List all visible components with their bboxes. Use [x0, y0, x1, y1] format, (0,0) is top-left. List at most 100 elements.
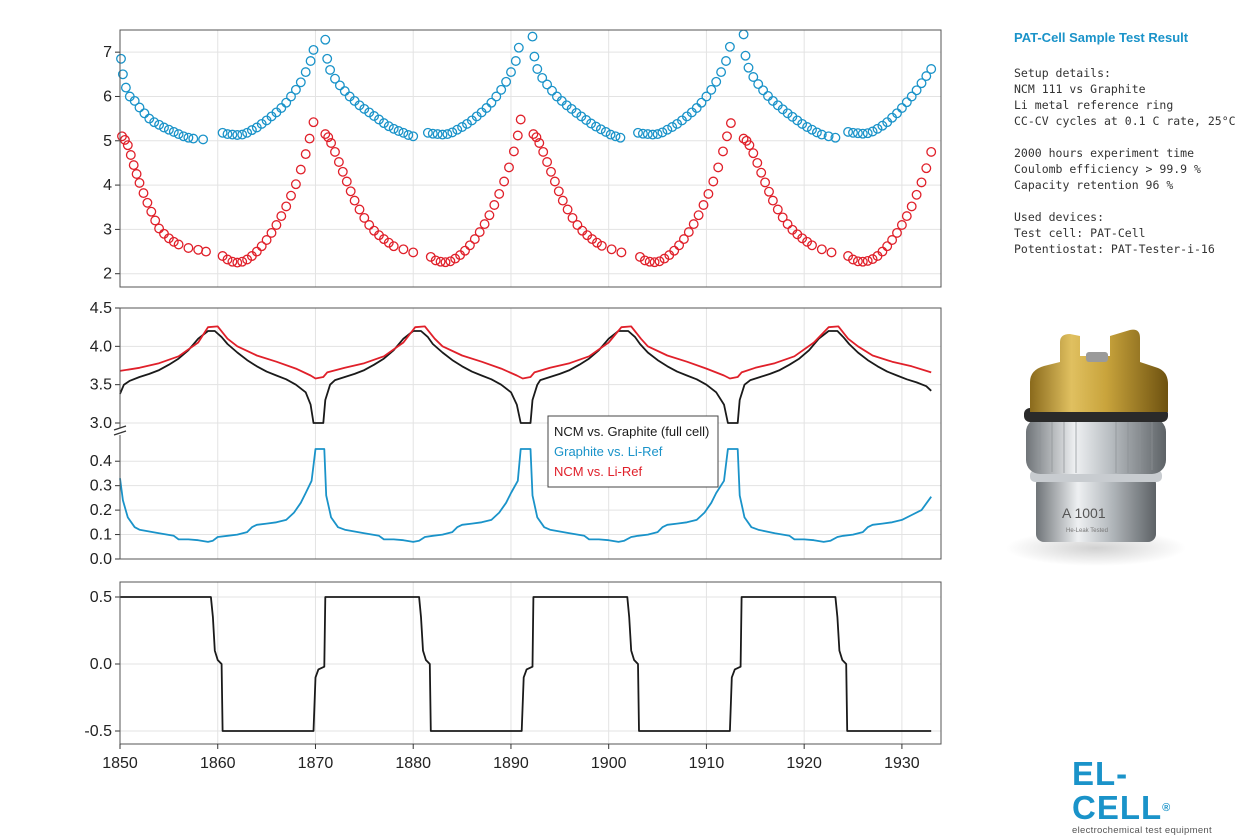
- y-tick-label-bottom: -0.5: [84, 723, 112, 740]
- scatter-point-red: [760, 177, 771, 188]
- scatter-point-red: [383, 237, 394, 248]
- scatter-point-blue: [657, 127, 668, 138]
- scatter-point-blue: [637, 128, 648, 139]
- scatter-point-red: [892, 227, 902, 238]
- scatter-point-red: [295, 164, 306, 175]
- scatter-point-red: [649, 257, 660, 268]
- scatter-point-red: [508, 146, 519, 157]
- scatter-point-blue: [388, 123, 399, 134]
- scatter-point-blue: [662, 124, 673, 135]
- scatter-point-red: [911, 189, 922, 200]
- scatter-point-blue: [481, 103, 492, 113]
- scatter-point-blue: [486, 97, 497, 108]
- scatter-point-red: [464, 240, 475, 251]
- scatter-point-blue: [867, 126, 878, 137]
- scatter-point-red: [330, 146, 340, 157]
- scatter-point-red: [738, 133, 749, 144]
- scatter-point-red: [887, 235, 898, 245]
- scatter-point-red: [906, 201, 917, 212]
- scatter-point-blue: [432, 129, 443, 140]
- scatter-point-blue: [595, 124, 606, 135]
- scatter-point-blue: [246, 125, 257, 136]
- x-tick-label: 1900: [591, 755, 627, 772]
- scatter-point-red: [251, 246, 262, 257]
- scatter-point-red: [722, 131, 732, 142]
- scatter-point-red: [281, 201, 292, 212]
- scatter-point-red: [678, 234, 689, 245]
- scatter-point-blue: [330, 73, 340, 84]
- scatter-point-red: [538, 146, 549, 157]
- scatter-point-red: [764, 186, 774, 197]
- x-tick-label: 1920: [786, 755, 822, 772]
- scatter-point-blue: [816, 129, 827, 140]
- scatter-point-red: [683, 227, 694, 238]
- scatter-point-red: [261, 235, 272, 245]
- result-line: Capacity retention 96 %: [1014, 178, 1174, 192]
- scatter-point-blue: [600, 126, 611, 137]
- legend-box: [547, 415, 719, 488]
- scatter-point-red: [445, 256, 456, 267]
- scatter-point-red: [553, 186, 564, 197]
- scatter-point-blue: [506, 67, 516, 78]
- scatter-point-red: [674, 240, 685, 251]
- scatter-point-red: [534, 138, 545, 148]
- scatter-point-red: [168, 236, 179, 247]
- scatter-point-red: [499, 176, 510, 187]
- scatter-point-red: [364, 220, 375, 230]
- scatter-point-blue: [706, 84, 717, 95]
- scatter-point-blue: [168, 126, 179, 137]
- legend-entry: Graphite vs. Li-Ref: [554, 444, 663, 459]
- scatter-point-red: [326, 138, 337, 148]
- scatter-point-blue: [237, 129, 248, 140]
- scatter-point-blue: [217, 127, 228, 138]
- scatter-point-red: [528, 129, 539, 140]
- scatter-point-red: [639, 255, 650, 266]
- x-tick-label: 1860: [200, 755, 236, 772]
- scatter-point-red: [901, 211, 912, 222]
- scatter-point-red: [232, 257, 243, 268]
- scatter-point-blue: [501, 76, 512, 87]
- scatter-point-blue: [232, 130, 243, 140]
- scatter-point-red: [183, 243, 194, 253]
- scatter-point-red: [782, 219, 793, 230]
- scatter-point-blue: [442, 129, 453, 140]
- scatter-point-blue: [605, 129, 616, 140]
- y-tick-label-bottom: 0.5: [90, 589, 112, 606]
- product-label: A 1001: [1062, 505, 1106, 521]
- scatter-point-red: [688, 219, 699, 230]
- scatter-point-red: [693, 210, 704, 221]
- scatter-point-blue: [547, 85, 557, 96]
- y-tick-label-lower: 0.2: [90, 502, 112, 519]
- results-block: 2000 hours experiment time Coulomb effic…: [1014, 145, 1234, 193]
- y-tick-label-lower: 0.0: [90, 551, 112, 568]
- scatter-point-red: [271, 220, 282, 230]
- legend-entry: NCM vs. Graphite (full cell): [554, 424, 709, 439]
- scatter-point-blue: [198, 134, 209, 145]
- scatter-point-red: [896, 220, 907, 230]
- scatter-point-red: [659, 253, 670, 264]
- scatter-point-blue: [743, 62, 754, 73]
- x-tick-label: 1910: [689, 755, 725, 772]
- scatter-point-blue: [647, 129, 658, 140]
- scatter-point-blue: [183, 132, 194, 143]
- scatter-point-blue: [571, 107, 582, 118]
- logo-wordmark: EL-CELL: [1072, 755, 1163, 826]
- series-line-current: [120, 596, 932, 732]
- y-tick-label-top: 5: [103, 133, 112, 150]
- setup-line: CC-CV cycles at 0.1 C rate, 25°C: [1014, 114, 1236, 128]
- setup-line: NCM 111 vs Graphite: [1014, 82, 1146, 96]
- scatter-point-red: [333, 157, 344, 167]
- y-tick-label-top: 4: [103, 177, 112, 194]
- scatter-point-red: [777, 212, 788, 223]
- scatter-point-blue: [510, 56, 521, 66]
- scatter-point-blue: [591, 121, 601, 132]
- scatter-point-blue: [633, 127, 643, 138]
- scatter-point-blue: [491, 91, 502, 102]
- scatter-point-blue: [586, 118, 597, 129]
- scatter-point-blue: [242, 127, 253, 138]
- scatter-point-red: [549, 176, 560, 187]
- scatter-point-blue: [117, 69, 128, 80]
- scatter-point-blue: [615, 132, 626, 143]
- scatter-point-blue: [427, 128, 438, 139]
- x-tick-label: 1870: [298, 755, 334, 772]
